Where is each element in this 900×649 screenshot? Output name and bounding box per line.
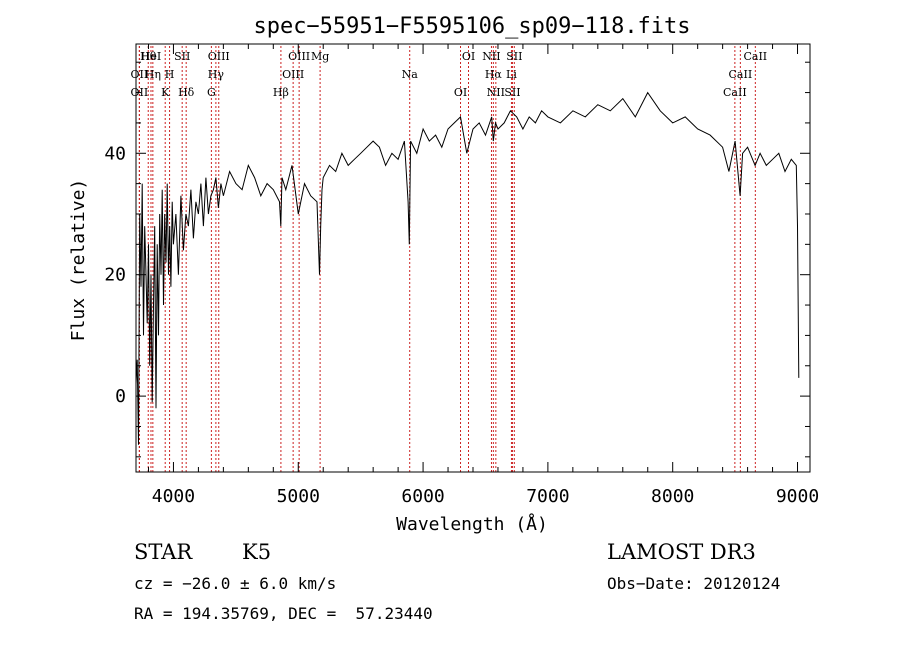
line-label: SII <box>504 86 520 99</box>
x-tick-label: 7000 <box>526 486 569 507</box>
line-label: OIII <box>288 50 310 63</box>
line-label: Hα <box>485 68 503 81</box>
plot-frame <box>135 43 811 473</box>
spectrum-series-line <box>135 91 800 445</box>
line-label: CaII <box>723 86 747 99</box>
line-label: Li <box>506 68 517 81</box>
x-tick-label: 9000 <box>776 486 819 507</box>
line-label: HeI <box>141 50 161 63</box>
line-label: H <box>165 68 175 81</box>
line-label: Hγ <box>208 68 225 81</box>
x-tick-label: 8000 <box>651 486 694 507</box>
y-axis-label: Flux (relative) <box>68 179 89 342</box>
x-tick-label: 4000 <box>152 486 195 507</box>
line-label: CaII <box>743 50 767 63</box>
y-tick-label: 40 <box>104 143 126 164</box>
line-label: NII <box>482 50 500 63</box>
line-label: OI <box>462 50 475 63</box>
y-axis-ticks: 0 20 40 <box>104 61 810 458</box>
line-label: K <box>161 86 170 99</box>
line-label: SII <box>174 50 190 63</box>
line-label: Hθ <box>140 50 157 63</box>
chart-title: spec−55951−F5595106_sp09−118.fits <box>253 14 690 39</box>
line-label: Hδ <box>178 86 195 99</box>
line-label: Na <box>402 68 419 81</box>
y-tick-label: 20 <box>104 265 126 286</box>
ra-dec: RA = 194.35769, DEC = 57.23440 <box>134 604 433 623</box>
emission-line-markers <box>138 46 756 472</box>
line-label: Mg <box>311 50 329 63</box>
x-axis-ticks: 4000 5000 6000 7000 8000 9000 <box>147 44 819 507</box>
line-label: SII <box>506 50 522 63</box>
line-label: G <box>207 86 216 99</box>
line-label: OII <box>131 68 149 81</box>
line-label: Hη <box>145 68 161 81</box>
x-tick-label: 5000 <box>277 486 320 507</box>
y-tick-label: 0 <box>115 386 126 407</box>
survey-name: LAMOST DR3 <box>607 540 756 564</box>
line-label: OI <box>454 86 467 99</box>
object-class: STAR <box>134 540 193 564</box>
line-label: Hβ <box>273 86 289 99</box>
emission-line-labels: HθOIIOIIHeIHηKSIIHHδOIIIHγGOIIIOIIIHβMgN… <box>131 50 768 99</box>
line-label: NII <box>487 86 505 99</box>
line-label: OIII <box>282 68 304 81</box>
x-tick-label: 6000 <box>401 486 444 507</box>
x-axis-label: Wavelength (Å) <box>396 513 548 535</box>
obs-date: Obs−Date: 20120124 <box>607 574 781 593</box>
redshift-cz: cz = −26.0 ± 6.0 km/s <box>134 574 337 593</box>
line-label: CaII <box>729 68 753 81</box>
object-subclass: K5 <box>242 540 272 564</box>
line-label: OIII <box>208 50 230 63</box>
